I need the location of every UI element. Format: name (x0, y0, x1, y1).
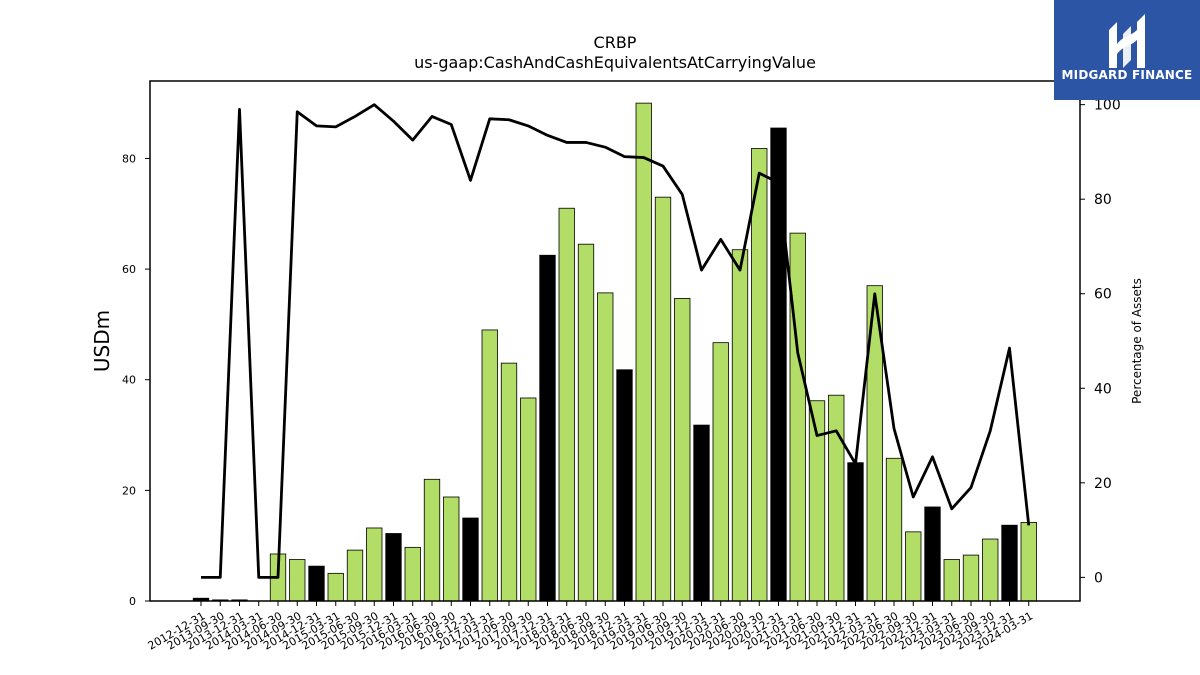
percentage-of-assets-line (201, 103, 1031, 579)
bar-2018-12-31 (616, 369, 633, 602)
y-tick-label: 60 (122, 263, 136, 276)
bar-2020-09-30 (751, 148, 768, 602)
y-tick-label: 40 (122, 374, 136, 387)
bar-2022-06-30 (885, 457, 903, 602)
bar-2019-09-30 (674, 297, 691, 602)
bar-2014-09-30 (289, 559, 306, 602)
bar-2018-03-31 (558, 207, 575, 602)
bar-2016-06-30 (423, 478, 441, 602)
chart-subtitle: us-gaap:CashAndCashEquivalentsAtCarrying… (414, 53, 816, 72)
y-tick-label: 0 (129, 595, 136, 608)
bar-2021-09-30 (828, 394, 845, 602)
bar-2018-09-30 (597, 292, 614, 602)
y2-tick-label: 60 (1094, 287, 1112, 303)
bar-2020-06-30 (731, 249, 749, 602)
chart-title: CRBP (594, 33, 637, 52)
y-tick-label: 80 (122, 152, 136, 165)
bar-2024-03-31 (1020, 522, 1037, 602)
bar-2017-09-30 (520, 397, 537, 602)
bar-2021-12-31 (847, 462, 864, 602)
bar-2022-12-31 (924, 506, 941, 602)
line-series (201, 103, 1031, 579)
bar-2017-03-31 (481, 329, 498, 602)
y2-tick-label: 100 (1094, 98, 1121, 114)
bar-2015-06-30 (346, 549, 364, 602)
bar-2022-09-30 (905, 531, 922, 602)
bar-2019-06-30 (654, 196, 672, 602)
y-tick-label: 20 (122, 484, 136, 497)
y2-tick-label: 20 (1094, 476, 1112, 492)
y2-tick-label: 80 (1094, 192, 1112, 208)
bar-2019-03-31 (635, 102, 652, 602)
bar-2016-12-31 (462, 517, 479, 602)
bar-2016-09-30 (443, 496, 460, 602)
axes: 0204060800204060801002012-12-312013-09-3… (122, 80, 1121, 653)
logo-mark-icon (1109, 14, 1145, 68)
bar-2019-12-31 (693, 424, 710, 602)
bar-2018-06-30 (577, 243, 595, 602)
bar-2023-09-30 (982, 538, 999, 602)
logo-text: MIDGARD FINANCE (1061, 68, 1193, 82)
logo: MIDGARD FINANCE (1054, 0, 1200, 100)
y2-tick-label: 40 (1094, 381, 1112, 397)
bar-2023-12-31 (1001, 524, 1018, 602)
bar-2021-03-31 (789, 232, 806, 602)
bar-2020-03-31 (712, 342, 729, 602)
bar-2017-12-31 (539, 254, 556, 602)
bar-2020-12-31 (770, 127, 787, 602)
bar-2017-06-30 (500, 362, 518, 602)
bar-2023-03-31 (943, 559, 960, 602)
bar-2014-12-31 (308, 565, 325, 602)
y2-axis-label: Percentage of Assets (1130, 278, 1144, 404)
y2-tick-label: 0 (1094, 570, 1103, 586)
bar-2015-09-30 (366, 527, 383, 602)
y-axis-label: USDm (90, 310, 114, 372)
bar-2023-06-30 (962, 554, 980, 602)
bar-2015-03-31 (327, 572, 344, 602)
plot-frame (149, 80, 1081, 602)
bar-2015-12-31 (385, 533, 402, 602)
bar-series (192, 102, 1037, 602)
bar-2016-03-31 (404, 546, 421, 602)
